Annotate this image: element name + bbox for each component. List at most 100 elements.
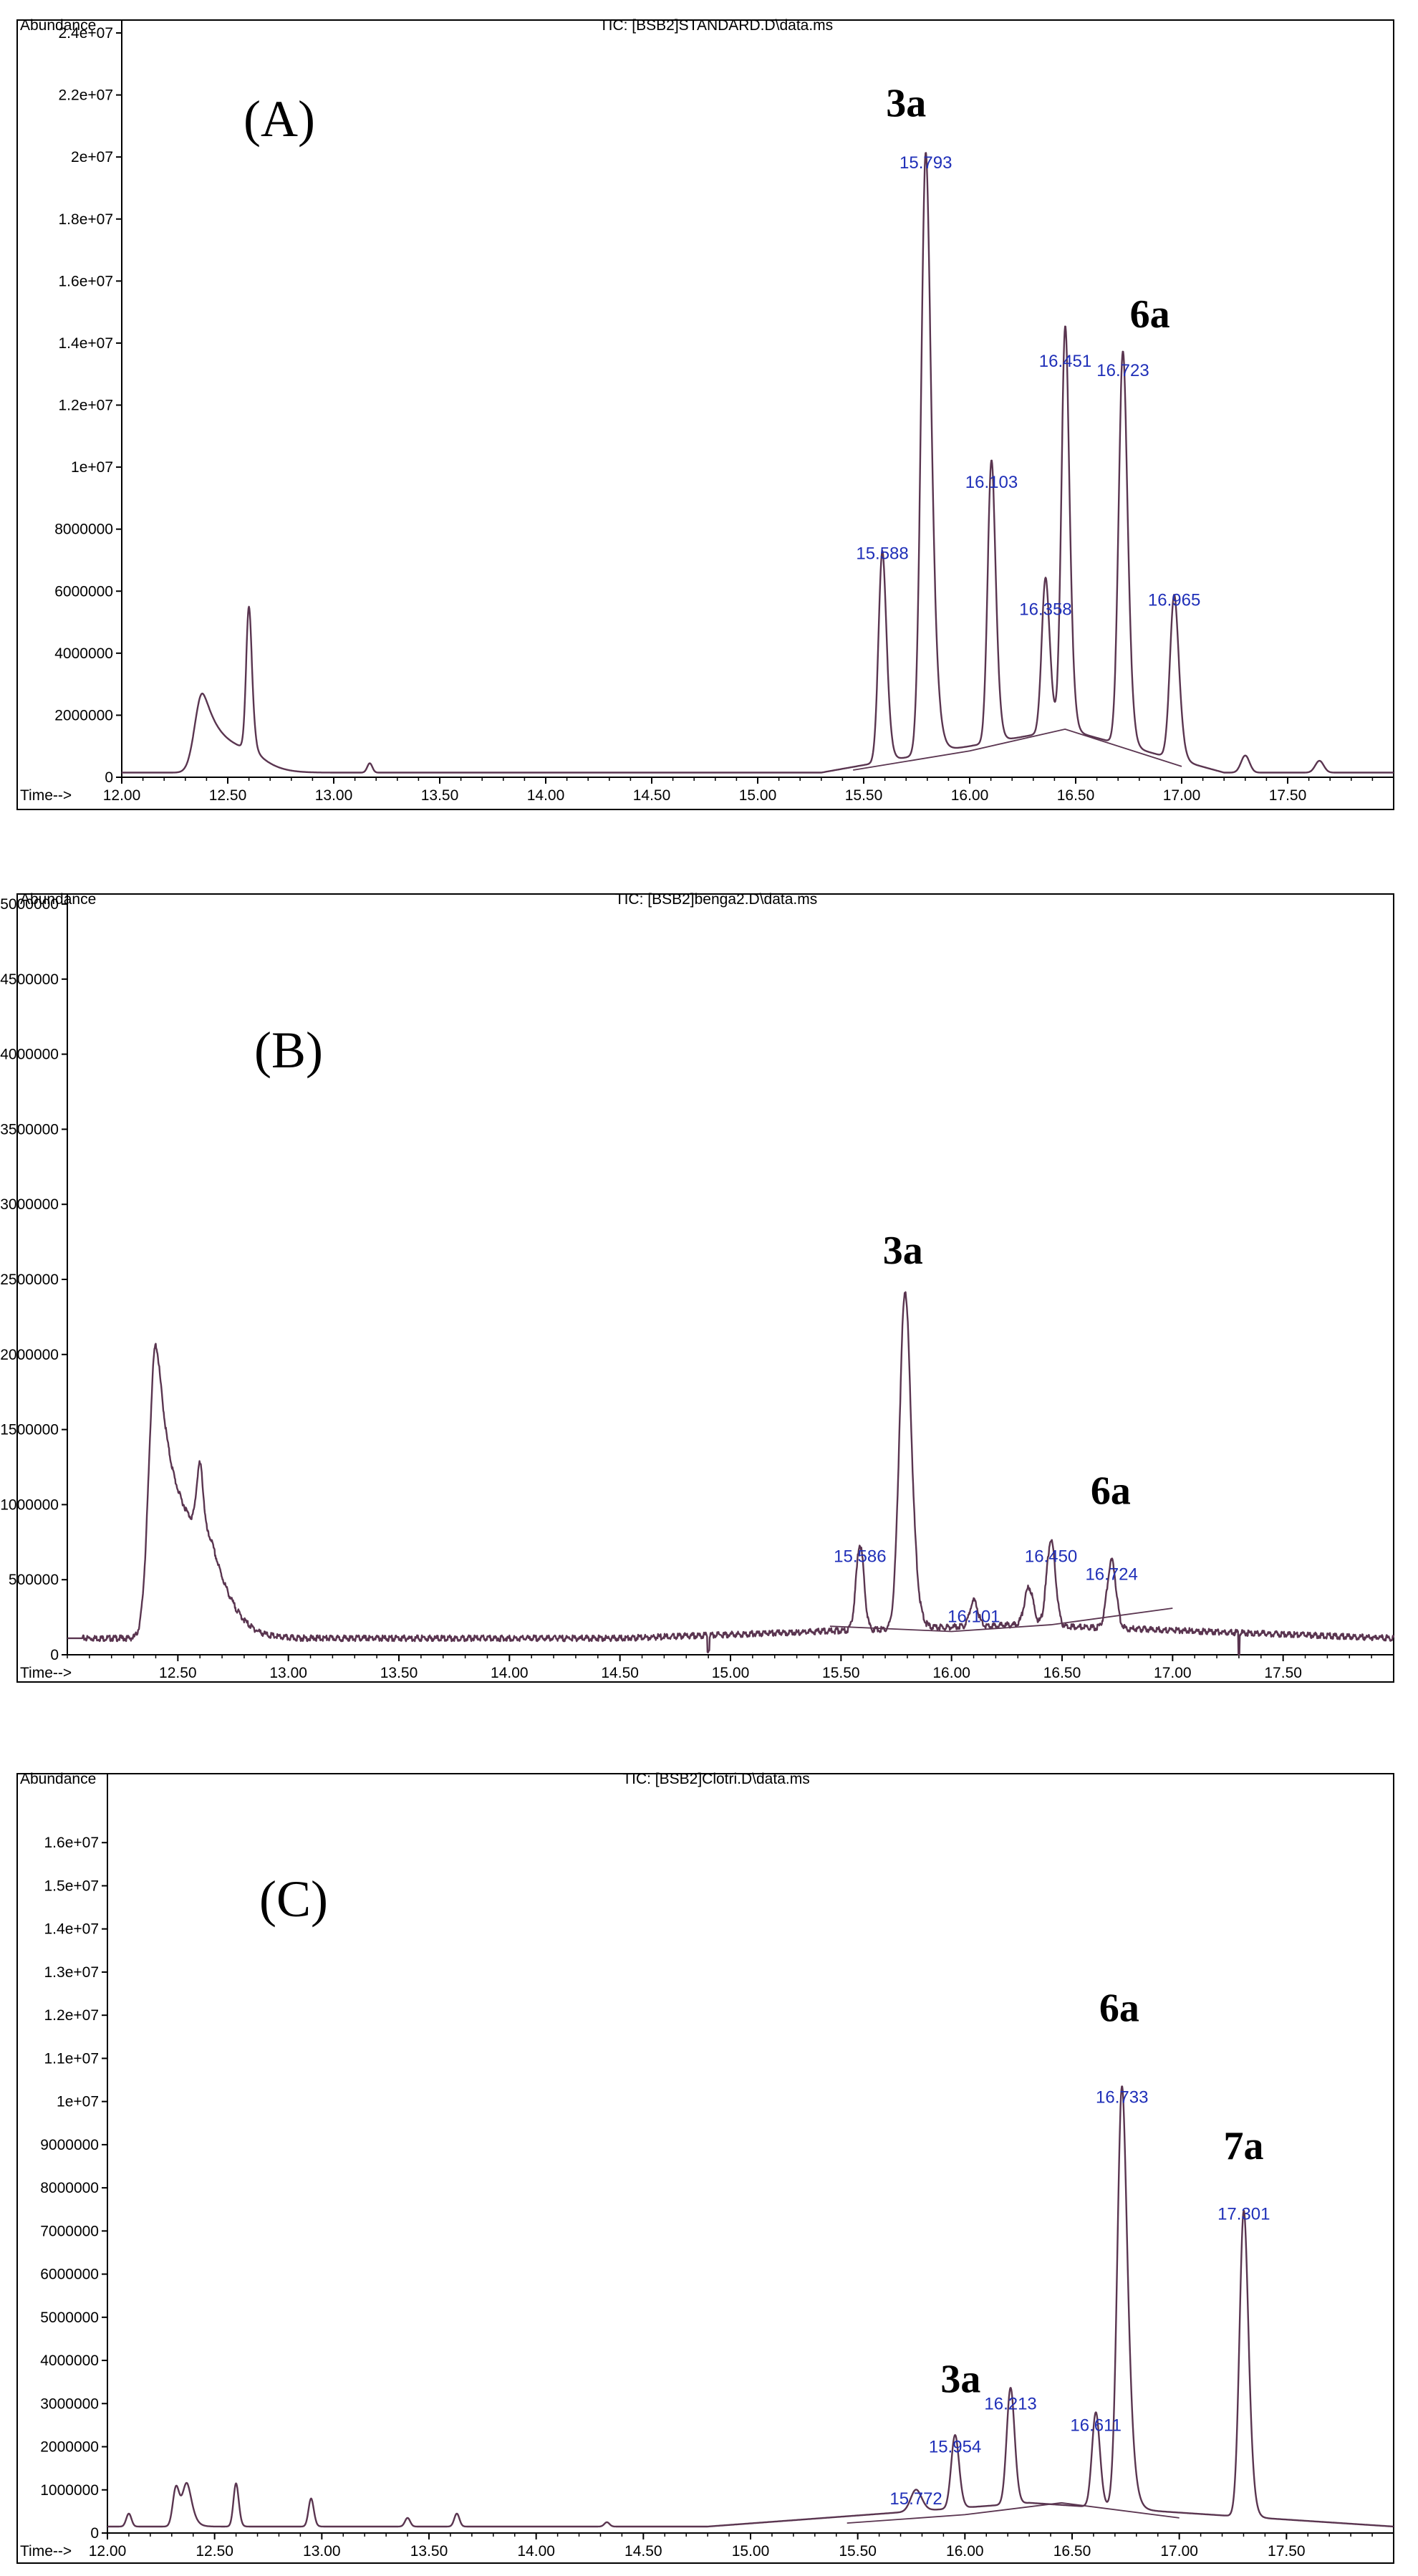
peak-rt-label: 15.954 xyxy=(929,2438,981,2457)
y-tick-label: 1.4e+07 xyxy=(59,335,114,352)
x-axis-label: Time--> xyxy=(20,2543,72,2560)
integration-baseline xyxy=(847,2501,1180,2524)
peak-rt-label: 16.733 xyxy=(1096,2088,1148,2108)
peak-rt-label: 17.301 xyxy=(1217,2204,1270,2224)
plot-frame xyxy=(16,19,1394,810)
y-tick-label: 5000000 xyxy=(40,2310,99,2326)
x-tick-label: 12.50 xyxy=(209,787,247,804)
y-tick-label: 1e+07 xyxy=(57,2094,99,2110)
peak-rt-label: 16.723 xyxy=(1096,361,1149,380)
chart-title: TIC: [BSB2]benga2.D\data.ms xyxy=(615,891,817,908)
compound-label: 6a xyxy=(1099,1986,1139,2030)
x-tick-label: 17.50 xyxy=(1268,2543,1306,2560)
peak-rt-label: 15.793 xyxy=(899,153,952,173)
peak-rt-label: 16.358 xyxy=(1019,600,1071,620)
y-tick-label: 2500000 xyxy=(0,1272,59,1288)
y-tick-label: 5000000 xyxy=(0,896,59,913)
chart-title: TIC: [BSB2]STANDARD.D\data.ms xyxy=(599,17,833,34)
y-tick-label: 9000000 xyxy=(40,2137,99,2153)
x-tick-label: 13.00 xyxy=(303,2543,341,2560)
x-tick-label: 15.00 xyxy=(739,787,777,804)
y-tick-label: 0 xyxy=(50,1647,59,1663)
y-tick-label: 6000000 xyxy=(54,583,113,600)
y-tick-label: 2.2e+07 xyxy=(59,87,114,104)
x-tick-label: 12.00 xyxy=(103,787,141,804)
compound-label: 3a xyxy=(940,2357,980,2401)
plot-frame xyxy=(16,893,1394,1683)
y-tick-label: 3000000 xyxy=(40,2395,99,2412)
x-tick-label: 12.00 xyxy=(89,2543,127,2560)
y-tick-label: 3000000 xyxy=(0,1196,59,1213)
y-axis-label: Abundance xyxy=(20,891,96,908)
y-tick-label: 1.3e+07 xyxy=(44,1964,100,1981)
y-tick-label: 1.5e+07 xyxy=(44,1878,100,1894)
x-tick-label: 16.00 xyxy=(932,1665,970,1681)
x-tick-label: 14.00 xyxy=(491,1665,529,1681)
y-axis-label: Abundance xyxy=(20,1771,96,1787)
x-tick-label: 16.50 xyxy=(1043,1665,1081,1681)
x-tick-label: 14.50 xyxy=(601,1665,639,1681)
x-tick-label: 17.00 xyxy=(1163,787,1201,804)
x-tick-label: 14.50 xyxy=(624,2543,662,2560)
y-tick-label: 2.4e+07 xyxy=(59,25,114,42)
x-tick-label: 13.00 xyxy=(269,1665,307,1681)
plot-frame xyxy=(16,1773,1394,2564)
x-tick-label: 15.50 xyxy=(822,1665,860,1681)
y-tick-label: 4000000 xyxy=(0,1047,59,1063)
y-tick-label: 4000000 xyxy=(40,2352,99,2369)
y-tick-label: 500000 xyxy=(9,1572,59,1588)
x-tick-label: 17.50 xyxy=(1264,1665,1302,1681)
panel-a: TIC: [BSB2]STANDARD.D\data.ms Abundance Ti… xyxy=(16,17,1394,810)
series-tic-trace xyxy=(121,152,1394,774)
compound-label: 3a xyxy=(883,1229,923,1273)
chart-title: TIC: [BSB2]Clotri.D\data.ms xyxy=(622,1771,809,1787)
peak-rt-label: 16.450 xyxy=(1025,1547,1077,1567)
x-tick-label: 16.00 xyxy=(951,787,989,804)
y-tick-label: 0 xyxy=(105,769,113,786)
y-tick-label: 1.6e+07 xyxy=(59,273,114,289)
series-tic-trace xyxy=(107,2085,1394,2528)
x-tick-label: 17.00 xyxy=(1160,2543,1198,2560)
peak-rt-label: 16.611 xyxy=(1070,2416,1122,2435)
y-tick-label: 2000000 xyxy=(54,707,113,724)
y-tick-label: 1.2e+07 xyxy=(59,398,114,414)
x-tick-label: 14.50 xyxy=(633,787,671,804)
x-tick-label: 15.00 xyxy=(712,1665,750,1681)
y-tick-label: 1.1e+07 xyxy=(44,2050,100,2067)
y-tick-label: 1000000 xyxy=(0,1496,59,1513)
compound-label: 6a xyxy=(1091,1469,1131,1513)
y-tick-label: 2e+07 xyxy=(71,149,113,165)
peak-rt-label: 15.588 xyxy=(856,544,908,564)
panel-letter: (C) xyxy=(259,1870,328,1928)
x-tick-label: 16.50 xyxy=(1053,2543,1091,2560)
x-tick-label: 12.50 xyxy=(159,1665,197,1681)
y-tick-label: 2000000 xyxy=(0,1347,59,1363)
panel-b: TIC: [BSB2]benga2.D\data.ms Abundance Time… xyxy=(0,891,1395,1683)
y-tick-label: 8000000 xyxy=(40,2180,99,2196)
integration-baseline xyxy=(829,1607,1173,1633)
y-tick-label: 1.4e+07 xyxy=(44,1921,100,1938)
compound-label: 6a xyxy=(1130,292,1170,337)
y-tick-label: 7000000 xyxy=(40,2223,99,2239)
compound-label: 3a xyxy=(886,82,926,126)
x-tick-label: 14.00 xyxy=(517,2543,555,2560)
y-tick-label: 6000000 xyxy=(40,2267,99,2283)
peak-rt-label: 15.586 xyxy=(834,1547,886,1567)
compound-label: 7a xyxy=(1223,2124,1263,2168)
x-axis-label: Time--> xyxy=(20,1665,72,1681)
x-tick-label: 17.50 xyxy=(1269,787,1307,804)
y-tick-label: 2000000 xyxy=(40,2439,99,2456)
x-tick-label: 15.50 xyxy=(845,787,883,804)
peak-rt-label: 16.101 xyxy=(947,1607,1000,1626)
panel-c: TIC: [BSB2]Clotri.D\data.ms Abundance Time… xyxy=(16,1771,1394,2564)
y-tick-label: 0 xyxy=(90,2525,99,2542)
peak-rt-label: 16.965 xyxy=(1148,591,1200,610)
x-axis-label: Time--> xyxy=(20,787,72,804)
x-tick-label: 13.50 xyxy=(380,1665,418,1681)
x-tick-label: 12.50 xyxy=(196,2543,233,2560)
x-tick-label: 16.00 xyxy=(946,2543,984,2560)
peak-rt-label: 16.724 xyxy=(1085,1565,1137,1585)
x-tick-label: 13.50 xyxy=(421,787,459,804)
x-tick-label: 15.00 xyxy=(732,2543,770,2560)
